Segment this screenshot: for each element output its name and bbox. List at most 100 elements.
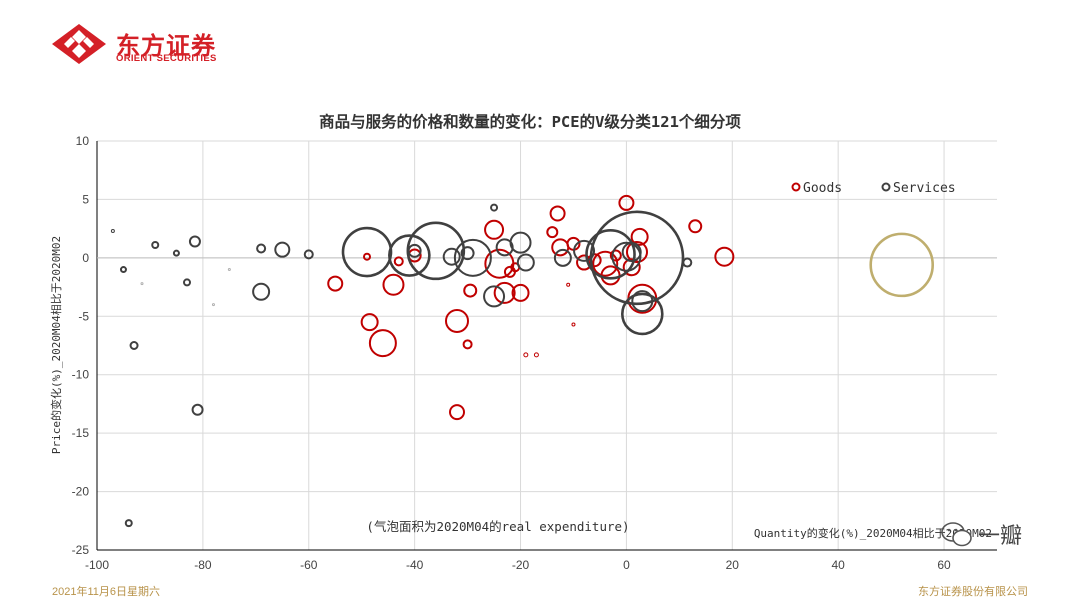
x-tick-label: 40: [831, 558, 845, 572]
goods-bubble: [566, 282, 571, 287]
services-bubble: [110, 228, 115, 233]
legend-marker-services: [881, 182, 891, 192]
services-bubble: [509, 231, 532, 254]
brand-name-cn: 东方证券: [116, 32, 216, 60]
goods-bubble: [382, 273, 405, 296]
services-bubble: [573, 239, 596, 262]
services-bubble: [483, 285, 506, 308]
x-tick-label: -80: [194, 558, 212, 572]
services-bubble: [274, 241, 291, 258]
x-tick-label: 60: [937, 558, 951, 572]
goods-bubble: [523, 352, 529, 358]
brand-name-en: ORIENT SECURITIES: [116, 53, 217, 64]
brand-logo: 东方证券 ORIENT SECURITIES: [52, 22, 252, 68]
services-bubble: [191, 403, 204, 416]
y-tick-label: -15: [72, 426, 90, 440]
chart-points: [110, 194, 935, 528]
services-bubble: [585, 229, 636, 280]
goods-bubble: [463, 283, 478, 298]
x-tick-label: -100: [85, 558, 109, 572]
services-bubble: [553, 248, 572, 267]
y-axis-label: Price的变化(%)_2020M04相比于2020M02: [49, 236, 63, 454]
services-bubble: [453, 238, 492, 277]
footer-company: 东方证券股份有限公司: [918, 586, 1028, 598]
goods-bubble: [493, 281, 516, 304]
y-tick-label: -25: [72, 543, 90, 557]
services-bubble: [303, 249, 314, 260]
goods-bubble: [714, 246, 735, 267]
legend-marker-goods: [791, 182, 801, 192]
series-3-bubble: [140, 282, 144, 286]
chart-title: 商品与服务的价格和数量的变化：PCE的V级分类121个细分项: [319, 112, 741, 131]
x-tick-label: 20: [726, 558, 740, 572]
y-tick-label: -5: [78, 309, 89, 323]
goods-bubble: [571, 322, 576, 327]
goods-bubble: [449, 404, 465, 421]
goods-bubble: [622, 258, 641, 277]
goods-bubble: [630, 227, 649, 246]
goods-bubble: [549, 205, 566, 222]
services-bubble: [256, 243, 267, 254]
series-3-bubble: [211, 303, 215, 307]
services-bubble: [172, 249, 180, 257]
footer-date: 2021年11月6日星期六: [52, 586, 161, 598]
services-bubble: [620, 292, 664, 336]
chart-axes: -100 -80 -60 -40 -20 0 20 40 60 10 5 0 -5 -10 -15 -20 -2…: [72, 134, 997, 572]
y-tick-label: 0: [82, 251, 89, 265]
legend-label-goods: Goods: [803, 181, 842, 196]
goods-bubble: [592, 250, 619, 277]
x-axis-label: Quantity的变化(%)_2020M04相比于2020M02: [754, 526, 992, 540]
services-bubble: [183, 278, 191, 287]
chart-grid: [96, 140, 997, 551]
series-3-bubble: [227, 268, 231, 272]
orient-logo-icon: [52, 24, 106, 64]
x-tick-label: 0: [623, 558, 630, 572]
goods-bubble: [533, 352, 539, 358]
services-bubble: [406, 221, 466, 281]
goods-bubble: [626, 241, 648, 264]
goods-bubble: [393, 256, 404, 267]
services-bubble: [621, 242, 642, 263]
goods-bubble: [368, 329, 397, 358]
y-tick-label: -10: [72, 368, 90, 382]
services-bubble: [124, 519, 133, 528]
watermark-text: 一瓣: [978, 524, 1023, 549]
services-bubble: [516, 253, 535, 272]
goods-bubble: [609, 249, 622, 262]
services-bubble: [460, 246, 475, 261]
goods-bubble: [363, 252, 371, 261]
chart-legend: Goods Services: [791, 181, 956, 196]
series-2-bubble: [869, 232, 935, 298]
x-tick-label: -60: [300, 558, 318, 572]
goods-bubble: [462, 339, 473, 350]
y-tick-label: 5: [82, 192, 89, 206]
goods-bubble: [618, 194, 635, 211]
wechat-icon: [941, 522, 972, 547]
services-bubble: [631, 290, 654, 313]
services-bubble: [490, 203, 499, 212]
services-bubble: [119, 266, 127, 274]
services-bubble: [151, 241, 160, 250]
x-tick-label: -20: [512, 558, 530, 572]
services-bubble: [589, 210, 685, 306]
legend-label-services: Services: [893, 181, 956, 196]
goods-bubble: [551, 238, 570, 257]
services-bubble: [682, 257, 693, 268]
x-tick-label: -40: [406, 558, 424, 572]
watermark: 一瓣: [940, 516, 1050, 552]
services-bubble: [388, 234, 431, 277]
goods-bubble: [484, 219, 505, 240]
services-bubble: [442, 247, 461, 266]
goods-bubble: [688, 219, 703, 234]
services-bubble: [341, 226, 393, 278]
services-bubble: [188, 235, 201, 248]
services-bubble: [129, 341, 139, 350]
goods-bubble: [511, 283, 530, 302]
y-tick-label: 10: [76, 134, 90, 148]
goods-bubble: [445, 308, 469, 333]
services-bubble: [252, 282, 271, 301]
chart-annotation: (气泡面积为2020M04的real expenditure): [366, 519, 629, 534]
goods-bubble: [360, 313, 379, 332]
goods-bubble: [327, 275, 344, 292]
